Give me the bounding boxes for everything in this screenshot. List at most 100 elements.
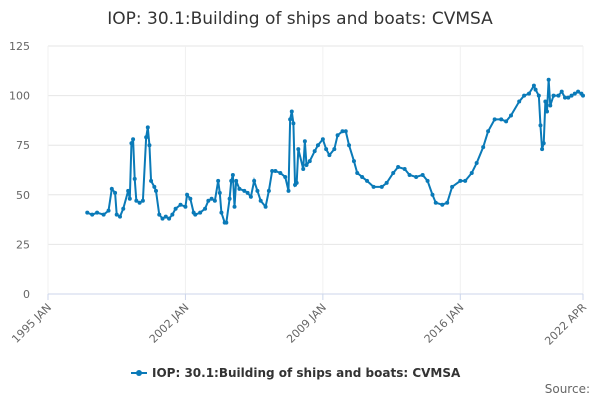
point xyxy=(327,153,332,158)
point xyxy=(270,168,275,173)
point xyxy=(355,170,360,175)
point xyxy=(551,93,556,98)
point xyxy=(266,188,271,193)
point xyxy=(291,121,296,126)
point xyxy=(126,188,131,193)
point xyxy=(185,192,190,197)
point xyxy=(117,214,122,219)
point xyxy=(581,93,585,98)
point xyxy=(407,172,412,177)
point xyxy=(312,149,317,154)
point xyxy=(540,147,545,152)
point xyxy=(402,167,407,172)
point xyxy=(219,210,224,215)
point xyxy=(324,147,329,152)
point xyxy=(371,184,376,189)
point xyxy=(463,178,468,183)
point xyxy=(85,210,90,215)
point xyxy=(294,180,299,185)
point xyxy=(178,202,183,207)
point xyxy=(140,198,145,203)
point xyxy=(227,196,232,201)
point xyxy=(307,159,312,164)
point xyxy=(548,103,553,108)
point xyxy=(229,178,234,183)
point xyxy=(230,172,235,177)
point xyxy=(121,206,126,211)
y-tick-label: 125 xyxy=(9,40,30,53)
point xyxy=(288,117,293,122)
y-tick-label: 25 xyxy=(16,238,30,251)
point xyxy=(486,129,491,134)
point xyxy=(224,220,229,225)
point xyxy=(566,95,571,100)
point xyxy=(469,170,474,175)
point xyxy=(499,117,504,122)
point xyxy=(343,129,348,134)
point xyxy=(206,198,211,203)
source: Source: xyxy=(545,382,590,396)
point xyxy=(95,210,100,215)
point xyxy=(212,198,217,203)
point xyxy=(127,196,132,201)
point xyxy=(315,143,320,148)
point xyxy=(252,178,257,183)
point xyxy=(450,184,455,189)
point xyxy=(131,137,136,142)
point xyxy=(365,178,370,183)
legend-marker xyxy=(136,370,142,376)
point xyxy=(137,200,142,205)
y-tick-label: 50 xyxy=(16,189,30,202)
point xyxy=(360,174,365,179)
point xyxy=(569,93,574,98)
point xyxy=(481,145,486,150)
point xyxy=(193,212,198,217)
point xyxy=(302,139,307,144)
point xyxy=(163,214,168,219)
point xyxy=(332,147,337,152)
point xyxy=(188,196,193,201)
point xyxy=(101,212,106,217)
point xyxy=(153,188,158,193)
point xyxy=(209,196,214,201)
point xyxy=(545,109,550,114)
point xyxy=(234,178,239,183)
point xyxy=(492,117,497,122)
point xyxy=(433,200,438,205)
point xyxy=(237,186,242,191)
point xyxy=(572,91,577,96)
point xyxy=(296,147,301,152)
y-tick-label: 75 xyxy=(16,139,30,152)
point xyxy=(245,190,250,195)
point xyxy=(379,184,384,189)
x-tick-label: 2002 JAN xyxy=(147,301,192,346)
point xyxy=(114,212,119,217)
point xyxy=(144,135,149,140)
point xyxy=(504,119,509,124)
point xyxy=(425,178,430,183)
point xyxy=(283,174,288,179)
point xyxy=(414,174,419,179)
point xyxy=(335,133,340,138)
point xyxy=(286,188,291,193)
x-tick-label: 1995 JAN xyxy=(9,301,54,346)
y-tick-label: 100 xyxy=(9,90,30,103)
line xyxy=(86,79,584,224)
point xyxy=(109,186,114,191)
point xyxy=(533,87,538,92)
point xyxy=(248,194,253,199)
point xyxy=(536,93,541,98)
point xyxy=(255,188,260,193)
point xyxy=(173,206,178,211)
point xyxy=(232,204,237,209)
point xyxy=(301,167,306,172)
point xyxy=(289,109,294,114)
point xyxy=(90,212,95,217)
point xyxy=(522,93,527,98)
point xyxy=(134,198,139,203)
point xyxy=(216,178,221,183)
point xyxy=(458,178,463,183)
x-tick-label: 2009 JAN xyxy=(284,301,329,346)
point xyxy=(198,210,203,215)
